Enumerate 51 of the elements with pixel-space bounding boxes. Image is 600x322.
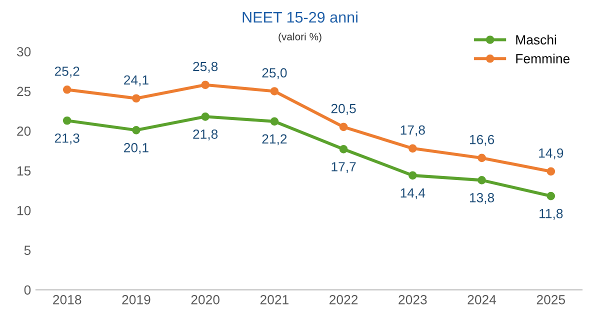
data-label: 14,4	[400, 188, 426, 200]
data-label: 20,5	[331, 104, 356, 115]
point	[270, 87, 279, 96]
y-tick-label: 30	[16, 47, 31, 56]
data-label: 21,2	[262, 134, 287, 146]
y-tick-label: 20	[17, 126, 31, 136]
point	[408, 171, 417, 180]
y-tick-label: 25	[17, 86, 31, 96]
legend-label: Maschi	[516, 34, 556, 44]
x-tick-label: 2021	[260, 295, 288, 304]
point	[62, 85, 72, 94]
data-label: 25,2	[54, 66, 80, 78]
y-tick-label: 15	[17, 166, 31, 176]
data-label: 17,8	[400, 125, 425, 136]
point	[339, 145, 348, 154]
point	[408, 144, 417, 153]
x-tick-label: 2023	[398, 295, 427, 304]
point	[546, 167, 556, 176]
data-label: 25,0	[262, 68, 287, 80]
x-tick-label: 2018	[53, 295, 82, 304]
point	[132, 126, 140, 134]
point	[132, 94, 140, 103]
data-label: 25,8	[193, 62, 218, 73]
x-tick-label: 2019	[122, 295, 150, 304]
data-label: 13,8	[470, 193, 494, 204]
data-label: 24,1	[124, 75, 148, 86]
y-tick-label: 10	[17, 206, 31, 216]
point	[339, 122, 348, 132]
point	[478, 154, 486, 162]
point	[478, 176, 486, 184]
x-tick-label: 2020	[191, 295, 220, 304]
legend-label: Femmine	[516, 54, 570, 64]
x-tick-label: 2025	[536, 295, 566, 304]
data-label: 16,6	[470, 134, 494, 146]
data-label: 21,8	[193, 130, 218, 140]
data-label: 11,8	[540, 208, 563, 220]
point	[62, 116, 72, 125]
point	[546, 192, 556, 200]
data-label: 20,1	[124, 143, 148, 154]
chart-subtitle: (valori %)	[278, 32, 322, 42]
point	[201, 80, 210, 90]
data-label: 17,7	[332, 162, 356, 173]
point	[270, 117, 279, 126]
data-label: 21,3	[54, 133, 80, 144]
y-tick-label: 0	[24, 285, 31, 295]
chart-title: NEET 15-29 anni	[242, 11, 358, 23]
y-tick-label: 5	[24, 246, 31, 255]
x-tick-label: 2022	[330, 295, 358, 304]
point	[201, 112, 210, 121]
data-label: 14,9	[539, 148, 564, 160]
x-tick-label: 2024	[468, 295, 496, 304]
